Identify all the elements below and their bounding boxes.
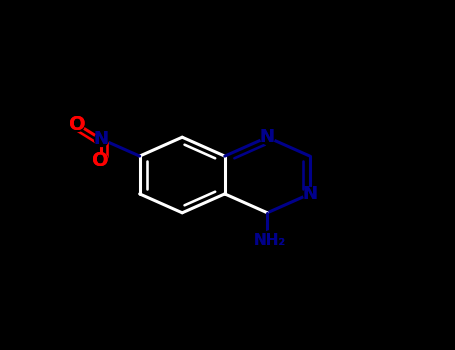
Text: NH₂: NH₂ — [253, 232, 286, 247]
Text: N: N — [93, 130, 108, 148]
Text: N: N — [303, 185, 318, 203]
Text: O: O — [69, 114, 85, 133]
Text: NH₂: NH₂ — [253, 232, 286, 247]
Text: N: N — [93, 130, 108, 148]
Text: O: O — [92, 151, 109, 170]
Text: N: N — [260, 128, 275, 146]
Text: O: O — [92, 151, 109, 170]
Text: N: N — [303, 185, 318, 203]
Text: O: O — [69, 114, 85, 133]
Text: N: N — [260, 128, 275, 146]
